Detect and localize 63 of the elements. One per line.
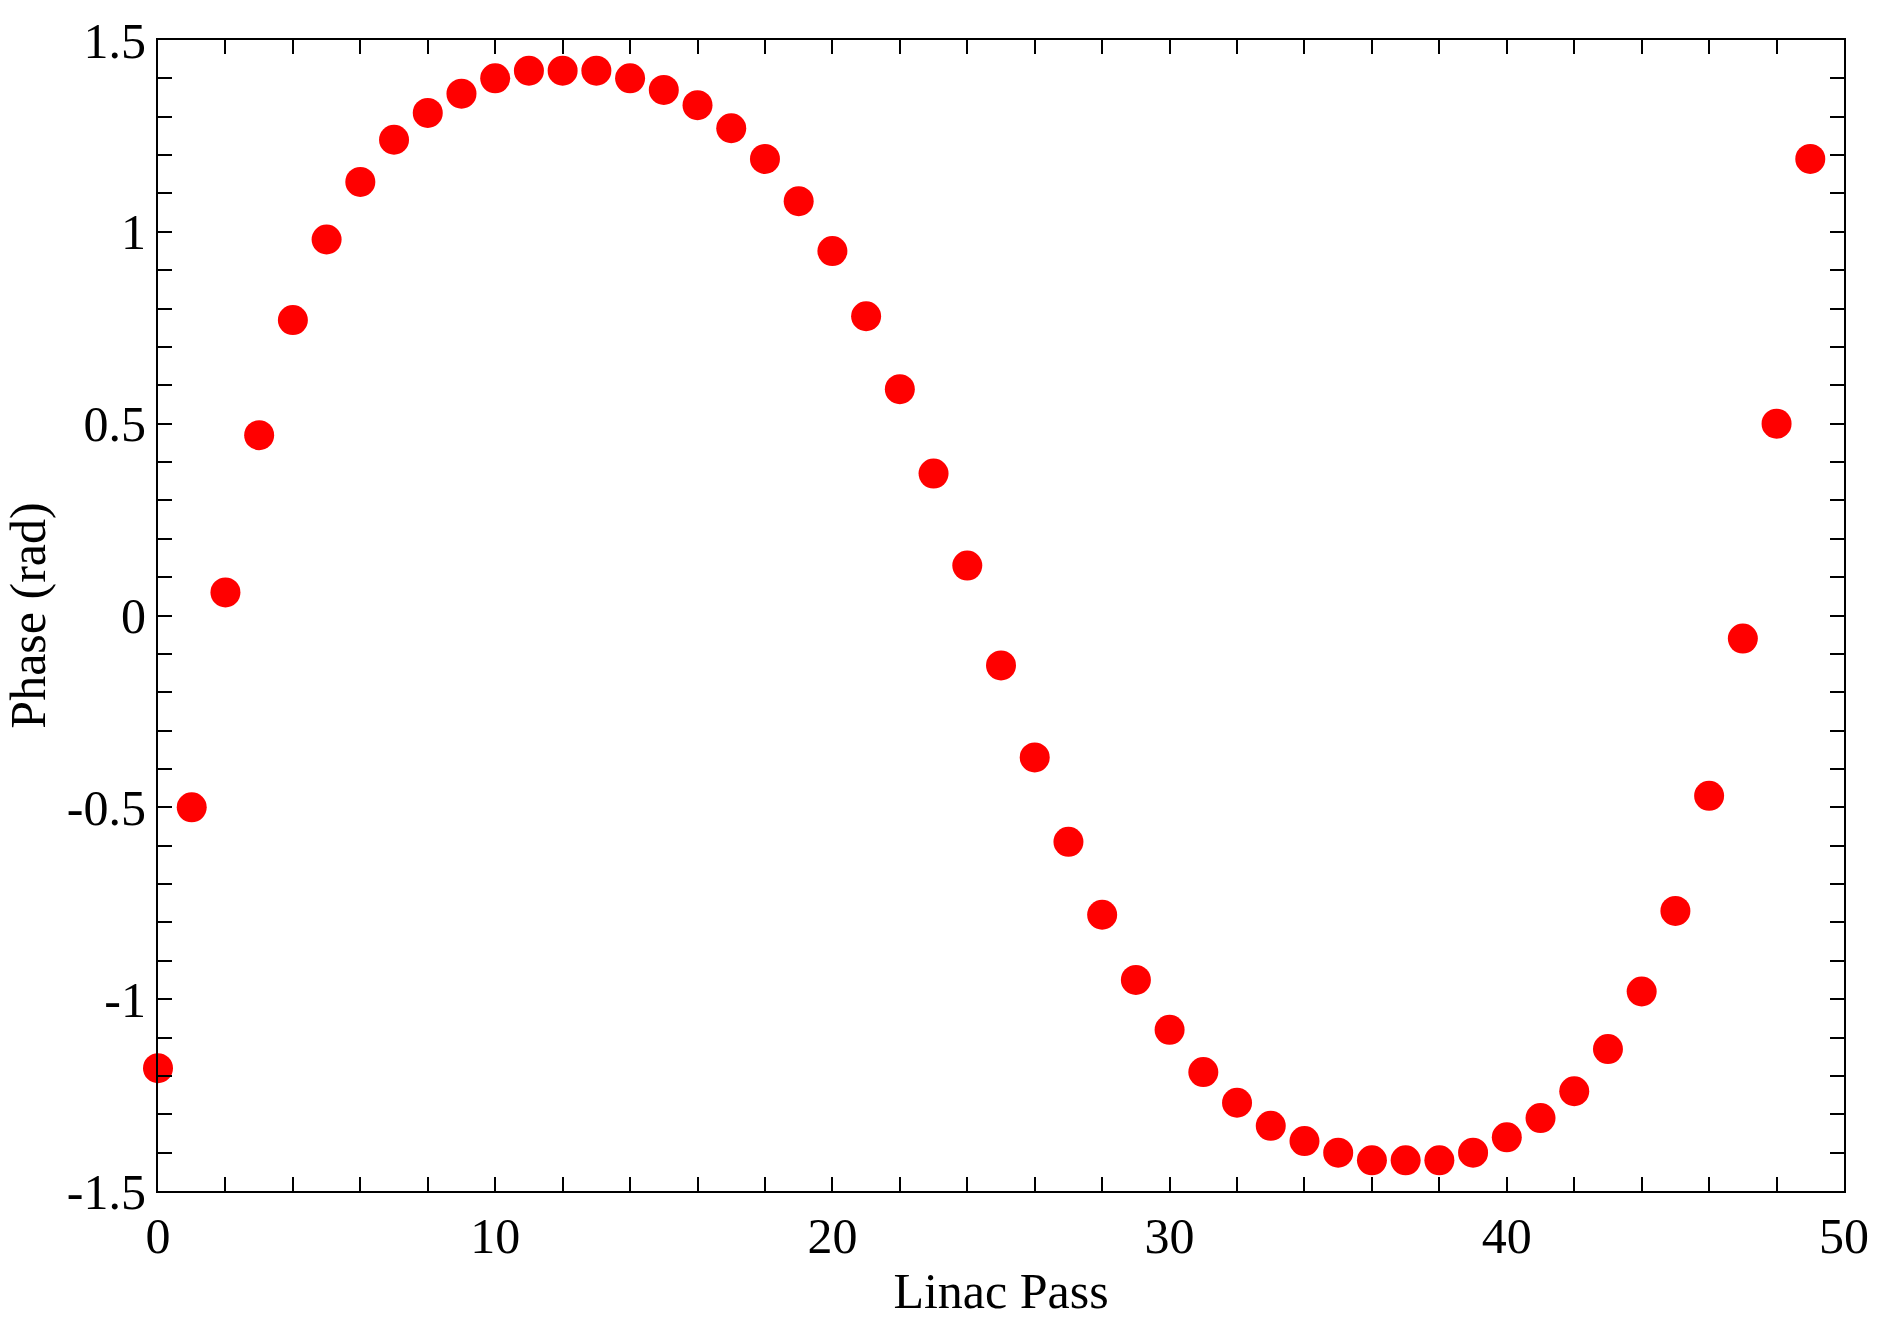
point — [581, 55, 612, 86]
y-tick-label: 1.5 — [83, 12, 146, 69]
y-tick-label: 1 — [121, 204, 146, 261]
point — [1559, 1076, 1590, 1107]
point — [1727, 623, 1758, 654]
point — [1053, 826, 1084, 857]
point — [783, 186, 814, 217]
point — [1694, 780, 1725, 811]
point — [379, 124, 410, 155]
point — [1525, 1103, 1556, 1134]
y-axis-title: Phase (rad) — [0, 502, 56, 729]
point — [1390, 1145, 1421, 1176]
point — [1795, 143, 1826, 174]
point — [1289, 1126, 1320, 1157]
point — [210, 577, 241, 608]
point — [1458, 1137, 1489, 1168]
point — [1356, 1145, 1387, 1176]
x-tick-label: 20 — [807, 1208, 858, 1264]
y-tick-label: 0 — [121, 588, 146, 644]
point — [1120, 964, 1151, 995]
point — [244, 420, 275, 451]
x-tick-label: 50 — [1819, 1208, 1869, 1264]
x-axis-title: Linac Pass — [893, 1263, 1109, 1319]
y-tick-label: -1 — [104, 971, 146, 1028]
point — [547, 55, 578, 86]
x-tick-label: 30 — [1144, 1208, 1195, 1264]
point — [1087, 899, 1118, 930]
point — [986, 650, 1016, 681]
y-tick-label: -1.5 — [66, 1163, 146, 1220]
x-tick-label: 40 — [1481, 1208, 1532, 1264]
point — [851, 301, 882, 332]
point — [1222, 1087, 1253, 1118]
point — [345, 166, 376, 197]
point — [277, 305, 308, 336]
point — [1626, 976, 1657, 1007]
point — [1660, 895, 1691, 926]
point — [311, 224, 342, 255]
point — [1323, 1137, 1354, 1168]
point — [1592, 1034, 1623, 1065]
point — [682, 90, 713, 121]
point — [749, 143, 780, 174]
point — [412, 97, 443, 128]
point — [1424, 1145, 1455, 1176]
point — [513, 55, 544, 86]
point — [1255, 1110, 1286, 1141]
point — [716, 113, 747, 144]
point — [1761, 408, 1792, 439]
y-tick-label: 0.5 — [83, 396, 146, 453]
point — [952, 550, 983, 581]
point — [648, 74, 679, 105]
point — [176, 792, 207, 823]
point — [480, 63, 511, 94]
point — [615, 63, 646, 94]
point — [1491, 1122, 1522, 1153]
point — [1154, 1014, 1185, 1045]
point — [1188, 1057, 1219, 1088]
point — [1019, 742, 1050, 773]
x-tick-label: 10 — [470, 1208, 521, 1264]
point — [884, 374, 915, 405]
point — [446, 78, 477, 109]
point — [817, 236, 848, 267]
point — [918, 458, 949, 489]
y-tick-label: -0.5 — [66, 779, 146, 836]
